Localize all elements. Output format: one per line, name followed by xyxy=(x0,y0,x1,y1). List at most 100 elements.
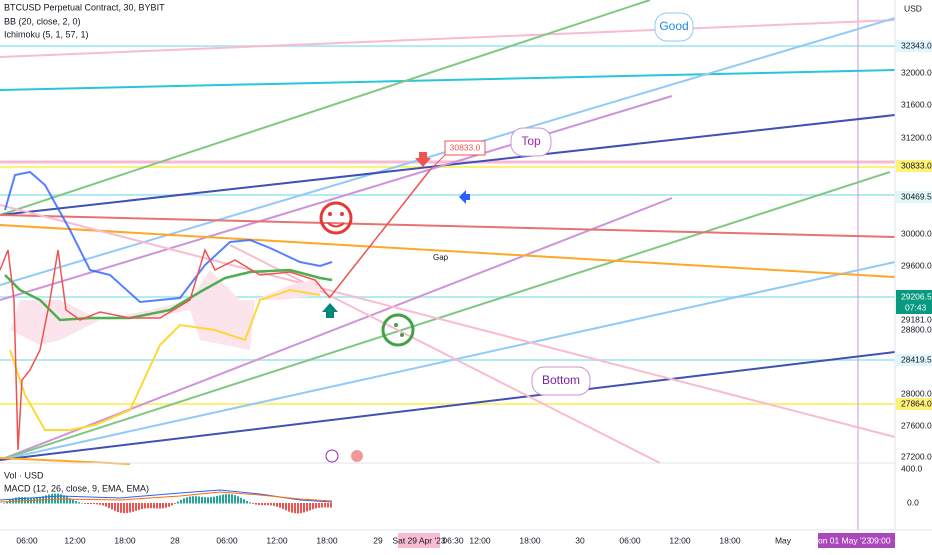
macd-bar xyxy=(291,503,293,513)
time-label: 30 xyxy=(575,535,585,545)
macd-bar xyxy=(105,503,107,507)
macd-bar xyxy=(210,497,212,504)
macd-bar xyxy=(294,503,296,514)
annotation-icons xyxy=(319,152,470,463)
vol-label: Vol · USD xyxy=(4,470,44,480)
time-axis: 06:00 12:00 18:00 28 06:00 12:00 18:00 29 Sat 29… xyxy=(16,533,895,548)
macd-bar xyxy=(243,499,245,504)
target-label: 30833.0 xyxy=(450,142,481,152)
price-label: 29181.0 xyxy=(901,314,932,324)
macd-bar xyxy=(297,503,299,514)
macd-bar xyxy=(240,497,242,504)
macd-bar xyxy=(312,503,314,510)
price-label: 32000.0 xyxy=(901,67,932,77)
macd-bar xyxy=(180,499,182,504)
macd-bar xyxy=(54,493,56,504)
macd-bar xyxy=(174,503,176,504)
macd-bar xyxy=(135,503,137,511)
macd-bar xyxy=(261,503,263,506)
macd-bar xyxy=(171,503,173,506)
price-label: 27864.0 xyxy=(901,398,932,408)
macd-bar xyxy=(213,496,215,504)
macd-pane xyxy=(0,489,333,514)
macd-bar xyxy=(285,503,287,511)
pane-label: 0.0 xyxy=(907,497,919,507)
macd-bar xyxy=(126,503,128,514)
macd-bar xyxy=(99,503,101,505)
macd-bar xyxy=(309,503,311,511)
price-label: 29600.0 xyxy=(901,260,932,270)
price-label: 31200.0 xyxy=(901,132,932,142)
macd-bar xyxy=(219,495,221,504)
price-label: 32343.0 xyxy=(901,40,932,50)
macd-bar xyxy=(225,494,227,504)
time-label: 06:30 xyxy=(442,535,464,545)
macd-bar xyxy=(246,500,248,504)
macd-bar xyxy=(96,503,98,505)
price-label: 28000.0 xyxy=(901,388,932,398)
macd-bar xyxy=(90,503,92,505)
callouts: Good Top Bottom Gap 30833.0 xyxy=(433,12,694,396)
macd-bar xyxy=(72,499,74,504)
macd-bar xyxy=(315,503,317,509)
macd-bar xyxy=(189,496,191,504)
time-label: May xyxy=(775,535,792,545)
gap-label: Gap xyxy=(433,253,449,262)
macd-bar xyxy=(186,497,188,504)
macd-bar xyxy=(66,496,68,504)
ichimoku-indicator: Ichimoku (5, 1, 57, 1) xyxy=(4,29,89,39)
macd-bar xyxy=(327,503,329,508)
macd-bar xyxy=(48,494,50,504)
macd-bar xyxy=(141,503,143,510)
macd-bar xyxy=(3,503,5,504)
macd-bar xyxy=(303,503,305,513)
macd-bar xyxy=(168,503,170,507)
macd-bar xyxy=(144,503,146,509)
time-label: 06:00 xyxy=(619,535,641,545)
macd-bar xyxy=(324,503,326,508)
bottom-label: Bottom xyxy=(542,373,580,387)
macd-bar xyxy=(228,494,230,504)
macd-bar xyxy=(273,503,275,506)
macd-bar xyxy=(162,503,164,509)
price-label: 28800.0 xyxy=(901,324,932,334)
price-label: 28419.5 xyxy=(901,354,932,364)
top-label: Top xyxy=(521,134,541,148)
time-label: 18:00 xyxy=(719,535,741,545)
macd-bar xyxy=(111,503,113,510)
countdown: 07:43 xyxy=(905,302,927,312)
macd-bar xyxy=(222,494,224,504)
legend: BTCUSD Perpetual Contract, 30, BYBIT BB … xyxy=(4,2,165,39)
price-series xyxy=(0,152,448,451)
macd-bar xyxy=(216,496,218,504)
pane-label: 400.0 xyxy=(901,463,923,473)
macd-bar xyxy=(249,502,251,504)
macd-bar xyxy=(204,497,206,504)
last-price: 29206.5 xyxy=(901,291,932,301)
macd-bar xyxy=(120,503,122,513)
macd-bar xyxy=(177,501,179,504)
macd-bar xyxy=(198,496,200,504)
macd-bar xyxy=(300,503,302,514)
good-label: Good xyxy=(659,19,688,33)
macd-bar xyxy=(306,503,308,512)
macd-bar xyxy=(270,503,272,506)
price-label: 30469.5 xyxy=(901,191,932,201)
price-label: 27200.0 xyxy=(901,451,932,461)
macd-bar xyxy=(279,503,281,508)
symbol: BTCUSD Perpetual Contract, 30, BYBIT xyxy=(4,2,165,12)
macd-bar xyxy=(288,503,290,512)
macd-bar xyxy=(138,503,140,510)
price-label: 31600.0 xyxy=(901,99,932,109)
macd-bar xyxy=(264,503,266,506)
macd-bar xyxy=(75,501,77,504)
macd-bar xyxy=(87,503,89,505)
macd-bar xyxy=(195,496,197,504)
macd-bar xyxy=(330,503,332,508)
macd-bar xyxy=(258,503,260,506)
signal-line xyxy=(0,491,333,503)
macd-bar xyxy=(129,503,131,513)
time-label: 12:00 xyxy=(266,535,288,545)
macd-bar xyxy=(183,498,185,504)
